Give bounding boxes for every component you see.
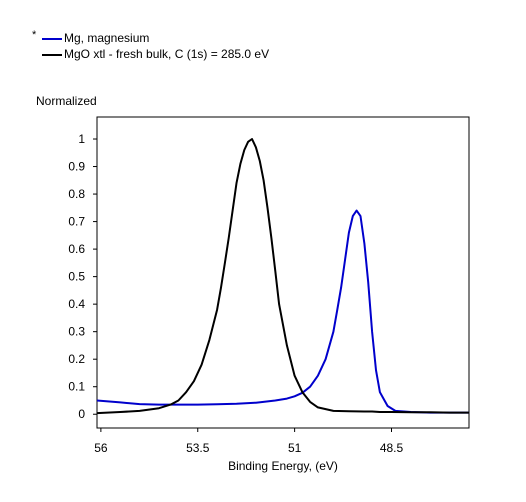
x-tick-label: 53.5	[186, 441, 210, 455]
y-tick-label: 0.2	[68, 352, 85, 366]
legend-swatch-mg	[42, 38, 62, 40]
series-group	[96, 138, 469, 415]
x-axis-label: Binding Energy, (eV)	[228, 459, 338, 473]
y-tick-label: 0	[78, 407, 85, 421]
y-axis: 0 0.1 0.2 0.3 0.4 0.5 0.6 0.7 0.8 0.9 1	[68, 132, 97, 421]
x-tick-label: 56	[94, 441, 108, 455]
y-tick-label: 0.4	[68, 297, 85, 311]
y-axis-label: Normalized	[36, 94, 97, 108]
x-tick-label: 48.5	[380, 441, 404, 455]
y-tick-label: 0.6	[68, 242, 85, 256]
y-tick-label: 0.1	[68, 380, 85, 394]
legend-label-mg: Mg, magnesium	[64, 31, 150, 45]
series-line-0	[96, 209, 469, 414]
y-tick-label: 0.3	[68, 325, 85, 339]
x-tick-label: 51	[288, 441, 302, 455]
y-tick-label: 1	[78, 132, 85, 146]
series-line-1	[96, 138, 469, 415]
legend-swatch-mgo	[42, 54, 62, 56]
x-axis: 56 53.5 51 48.5	[94, 428, 404, 455]
y-tick-label: 0.8	[68, 187, 85, 201]
y-tick-label: 0.9	[68, 160, 85, 174]
legend-label-mgo: MgO xtl - fresh bulk, C (1s) = 285.0 eV	[64, 47, 270, 61]
plot-area	[96, 116, 470, 429]
legend-marker-mg: *	[32, 29, 37, 41]
y-tick-label: 0.5	[68, 270, 85, 284]
y-tick-label: 0.7	[68, 215, 85, 229]
